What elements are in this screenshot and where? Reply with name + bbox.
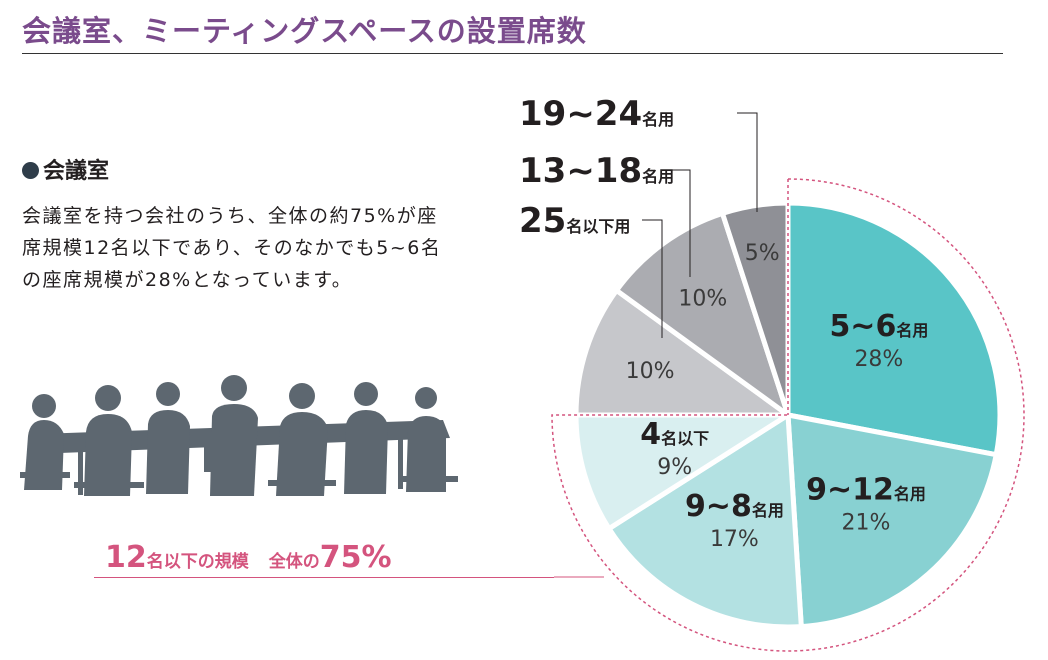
slice-label: 4名以下 bbox=[640, 417, 709, 452]
meeting-silhouette-illustration bbox=[20, 375, 458, 496]
slice-value: 10% bbox=[678, 287, 727, 312]
pie-slice bbox=[606, 412, 804, 630]
slice-value: 17% bbox=[710, 527, 759, 552]
summary-text-total: 全体の bbox=[268, 552, 320, 572]
slice-value: 21% bbox=[842, 511, 891, 536]
summary-number-75: 75% bbox=[319, 540, 392, 575]
summary-text-scale: 名以下の規模 bbox=[146, 552, 249, 572]
summary-number-12: 12 bbox=[105, 540, 147, 575]
section-body: 会議室を持つ会社のうち、全体の約75%が座席規模12名以下であり、そのなかでも5… bbox=[22, 205, 442, 291]
slice-value: 9% bbox=[657, 455, 692, 480]
section-heading: 会議室 bbox=[22, 153, 109, 185]
slice-label: 5~6名用 bbox=[829, 309, 928, 344]
title-divider bbox=[22, 53, 1003, 54]
callout-leader bbox=[737, 112, 758, 212]
pie-slice bbox=[614, 210, 791, 418]
section-heading-text: 会議室 bbox=[43, 159, 110, 184]
callout-leader bbox=[642, 219, 663, 338]
callout-label: 19~24名用 bbox=[519, 94, 674, 134]
page-title: 会議室、ミーティングスペースの設置席数 bbox=[22, 14, 587, 48]
slice-label: 9~8名用 bbox=[685, 489, 784, 524]
bullet-icon bbox=[22, 162, 39, 179]
pie-slice bbox=[573, 412, 791, 532]
slice-value: 28% bbox=[854, 347, 903, 372]
highlight-summary: 12名以下の規模 全体の75% bbox=[105, 540, 392, 575]
summary-underline bbox=[94, 577, 554, 578]
slice-value: 5% bbox=[745, 241, 780, 266]
callout-label: 13~18名用 bbox=[519, 151, 674, 191]
pie-slice bbox=[785, 412, 999, 630]
pie-slice bbox=[573, 287, 791, 418]
pie-slice bbox=[785, 200, 1003, 458]
slice-value: 10% bbox=[626, 359, 675, 384]
slice-label: 9~12名用 bbox=[806, 473, 926, 508]
callout-label: 25名以下用 bbox=[519, 201, 630, 241]
callout-leader bbox=[670, 169, 691, 277]
